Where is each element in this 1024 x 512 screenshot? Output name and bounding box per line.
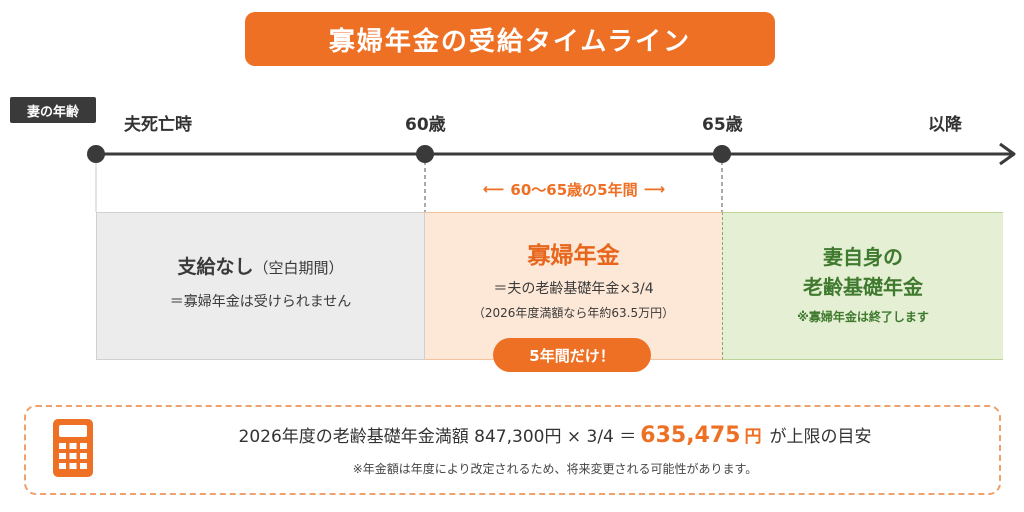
panel-own-pension: 妻自身の 老齢基礎年金 ※寡婦年金は終了します [722,212,1003,360]
calculator-icon [53,419,93,477]
no-payment-heading: 支給なし（空白期間） [177,252,343,279]
calculation-info-box [24,405,1001,495]
calculation-formula-line: 2026年度の老齢基礎年金満額 847,300円 × 3/4 ＝ 635,475… [120,422,990,456]
own-pension-note: ※寡婦年金は終了します [797,309,929,324]
widow-pension-heading: 寡婦年金 [527,242,620,269]
timeline-label-age-65: 65歳 [702,115,743,135]
no-payment-subtext: ＝寡婦年金は受けられません [169,293,352,310]
calculation-prefix: 2026年度の老齢基礎年金満額 847,300円 × 3/4 ＝ [238,427,637,447]
own-pension-heading: 妻自身の 老齢基礎年金 [803,242,923,302]
timeline-dot-age-65 [713,145,731,163]
right-arrow-icon: ⟶ [643,180,666,198]
timeline-label-husband-death: 夫死亡時 [124,115,192,135]
period-range-text: 60～65歳の5年間 [510,180,638,199]
calculation-amount: 635,475 [640,423,741,448]
widow-pension-amount-note: （2026年度満額なら年約63.5万円） [472,305,675,320]
no-payment-heading-paren: （空白期間） [253,258,344,277]
calculation-footnote: ※年金額は年度により改定されるため、将来変更される可能性があります。 [352,462,758,476]
panel-no-payment: 支給なし（空白期間） ＝寡婦年金は受けられません [96,212,425,360]
timeline-dot-husband-death [87,145,105,163]
no-payment-heading-text: 支給なし [177,255,254,278]
widow-pension-formula: ＝夫の老齢基礎年金×3/4 [493,280,654,297]
own-pension-heading-line1: 妻自身の [823,244,903,269]
timeline-arrowhead [999,142,1016,166]
left-arrow-icon: ⟵ [482,180,505,198]
own-pension-heading-line2: 老齢基礎年金 [803,274,923,299]
age-axis-badge: 妻の年齢 [10,97,96,123]
calculation-suffix: が上限の目安 [769,427,872,447]
timeline-label-after: 以降 [928,115,962,135]
period-range-label: ⟵ 60～65歳の5年間 ⟶ [428,178,720,200]
timeline-dot-age-60 [416,145,434,163]
panel-widow-pension: 寡婦年金 ＝夫の老齢基礎年金×3/4 （2026年度満額なら年約63.5万円） [425,212,722,360]
timeline-label-age-60: 60歳 [405,115,446,135]
page-title: 寡婦年金の受給タイムライン [245,12,775,66]
calculation-amount-unit: 円 [744,427,762,447]
five-years-only-badge: 5年間だけ！ [493,338,651,372]
